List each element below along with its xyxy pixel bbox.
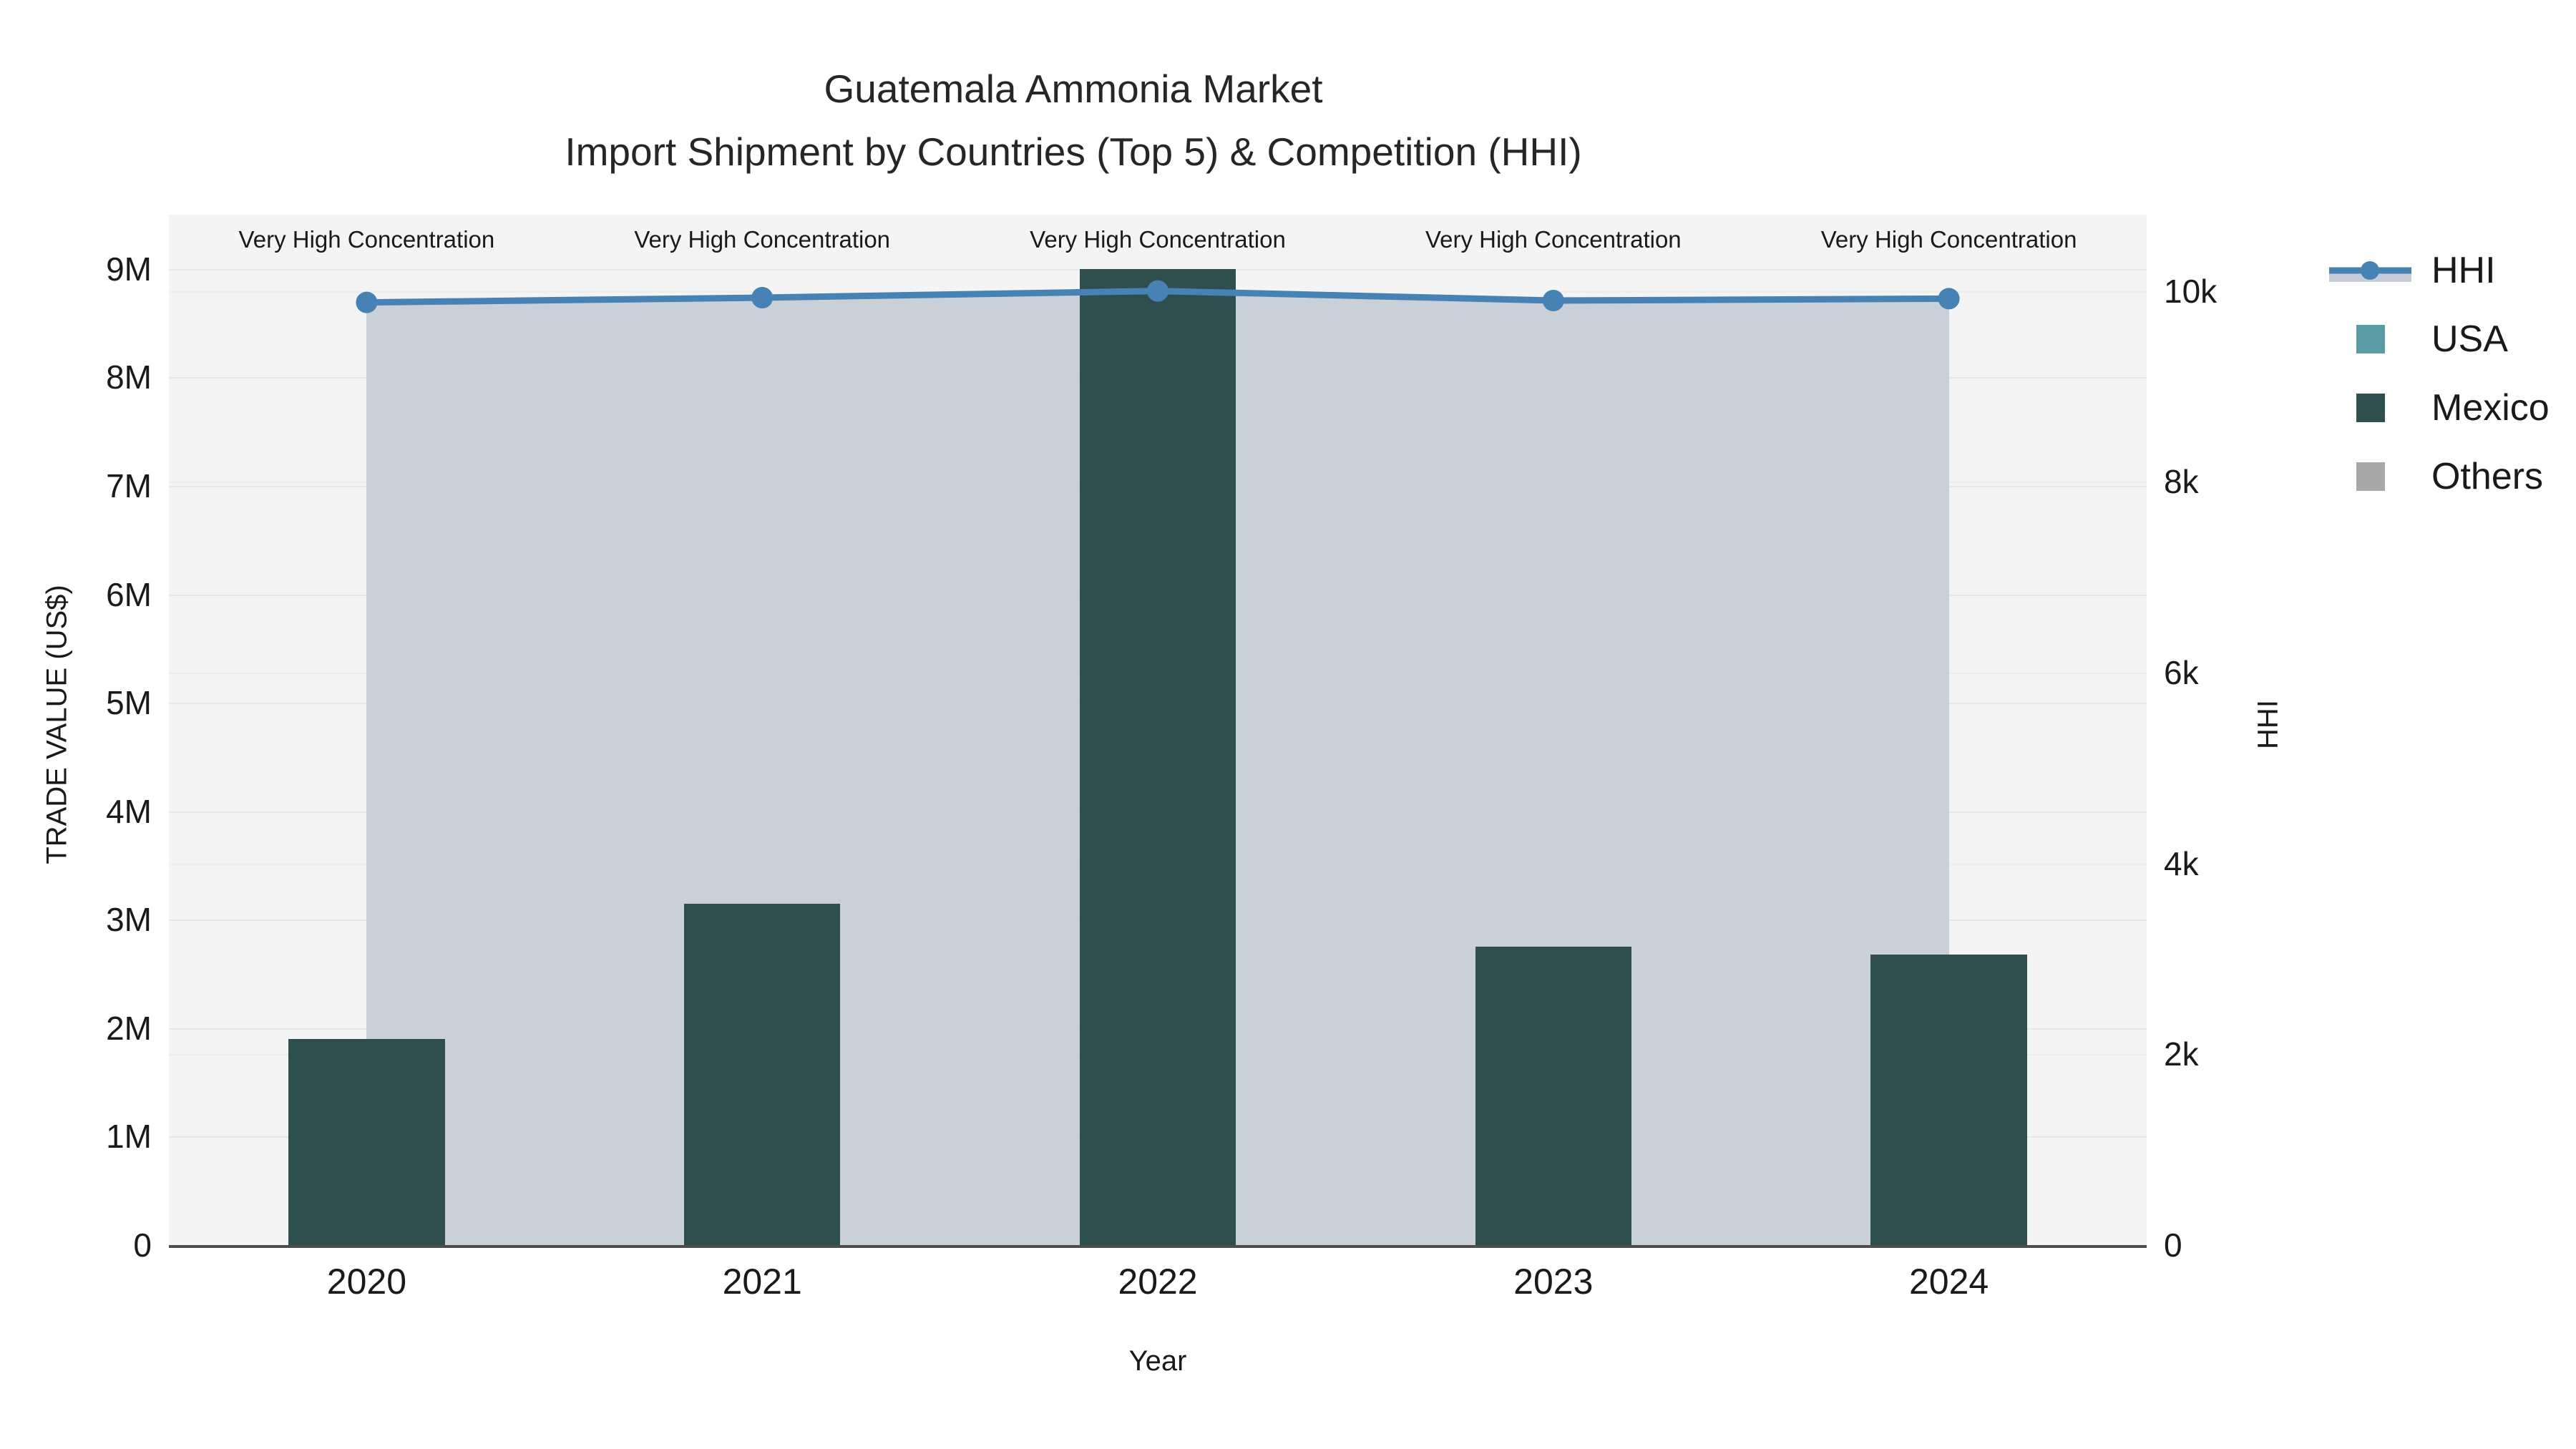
- legend-label: USA: [2431, 318, 2508, 360]
- others-color-swatch-icon: [2356, 462, 2385, 491]
- chart-title-block: Guatemala Ammonia Market Import Shipment…: [0, 57, 2147, 183]
- legend-key-mexico: [2329, 394, 2411, 422]
- y-tick-left-0: 0: [133, 1226, 152, 1264]
- y-tick-left-2M: 2M: [106, 1009, 152, 1047]
- y-axis-right-title: HHI: [2252, 700, 2284, 749]
- x-axis-line: [169, 1245, 2147, 1248]
- y-tick-right-0: 0: [2164, 1226, 2182, 1264]
- bar-mexico-2023[interactable]: [1475, 947, 1631, 1245]
- hhi-marker-2021[interactable]: [751, 287, 774, 308]
- hhi-line-swatch-icon: [2329, 261, 2411, 282]
- chart-title: Guatemala Ammonia Market: [824, 67, 1323, 111]
- legend-key-usa: [2329, 325, 2411, 353]
- legend-item-usa[interactable]: USA: [2329, 305, 2550, 374]
- x-axis-title: Year: [1128, 1345, 1187, 1377]
- annotation-2024: Very High Concentration: [1820, 226, 2077, 253]
- y-tick-right-10k: 10k: [2164, 272, 2218, 310]
- hhi-marker-2023[interactable]: [1542, 290, 1564, 311]
- x-tick-2024: 2024: [1908, 1262, 1989, 1302]
- y-tick-right-2k: 2k: [2164, 1035, 2199, 1073]
- chart-subtitle: Import Shipment by Countries (Top 5) & C…: [565, 130, 1582, 174]
- hhi-marker-2020[interactable]: [356, 291, 378, 313]
- plot-area: Very High Concentration Very High Concent…: [169, 215, 2147, 1246]
- usa-color-swatch-icon: [2356, 325, 2385, 353]
- legend-label: Mexico: [2431, 387, 2550, 429]
- x-tick-2021: 2021: [722, 1262, 802, 1302]
- x-tick-2020: 2020: [326, 1262, 407, 1302]
- hhi-marker-2024[interactable]: [1938, 288, 1960, 310]
- y-tick-left-8M: 8M: [106, 358, 152, 396]
- bar-mexico-2022[interactable]: [1079, 268, 1236, 1245]
- y-tick-left-7M: 7M: [106, 467, 152, 504]
- y-tick-left-1M: 1M: [106, 1118, 152, 1156]
- annotation-2023: Very High Concentration: [1425, 226, 1682, 253]
- y-tick-right-8k: 8k: [2164, 463, 2199, 501]
- bar-mexico-2020[interactable]: [288, 1039, 445, 1245]
- annotation-2022: Very High Concentration: [1030, 226, 1286, 253]
- bar-mexico-2024[interactable]: [1870, 954, 2027, 1245]
- legend-label: Others: [2431, 456, 2544, 497]
- x-tick-2023: 2023: [1513, 1262, 1594, 1302]
- y-tick-right-6k: 6k: [2164, 654, 2199, 691]
- hhi-line-series: [356, 280, 1960, 313]
- y-tick-left-9M: 9M: [106, 250, 152, 288]
- y-tick-left-4M: 4M: [106, 792, 152, 830]
- y-tick-left-6M: 6M: [106, 575, 152, 613]
- legend-key-others: [2329, 462, 2411, 491]
- hhi-marker-2022[interactable]: [1147, 280, 1169, 302]
- legend-item-others[interactable]: Others: [2329, 442, 2550, 511]
- y-tick-left-5M: 5M: [106, 684, 152, 722]
- mexico-color-swatch-icon: [2356, 394, 2385, 422]
- annotation-2021: Very High Concentration: [634, 226, 891, 253]
- annotation-2020: Very High Concentration: [238, 226, 495, 253]
- y-tick-left-3M: 3M: [106, 901, 152, 939]
- legend-item-mexico[interactable]: Mexico: [2329, 374, 2550, 442]
- legend-label: HHI: [2431, 250, 2496, 291]
- x-tick-2022: 2022: [1118, 1262, 1198, 1302]
- chart-legend: HHI USA Mexico Others: [2329, 236, 2550, 511]
- y-axis-left-title: TRADE VALUE (US$): [41, 585, 73, 864]
- bar-mexico-2021[interactable]: [684, 903, 841, 1245]
- legend-key-hhi: [2329, 256, 2411, 285]
- y-tick-right-4k: 4k: [2164, 844, 2199, 882]
- legend-item-hhi[interactable]: HHI: [2329, 236, 2550, 305]
